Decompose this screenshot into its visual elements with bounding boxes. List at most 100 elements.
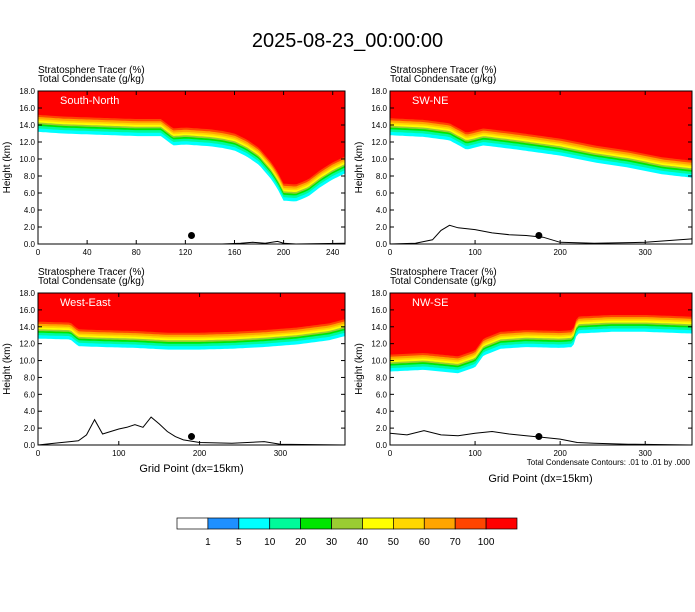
colorbar-label: 100 bbox=[478, 537, 495, 548]
y-tick-label: 10.0 bbox=[371, 357, 387, 366]
tracer-fill-layers bbox=[38, 293, 345, 445]
x-tick-label: 0 bbox=[388, 449, 393, 458]
y-tick-label: 8.0 bbox=[24, 373, 36, 382]
y-tick-label: 10.0 bbox=[371, 155, 387, 164]
x-tick-label: 100 bbox=[468, 449, 482, 458]
y-tick-label: 14.0 bbox=[371, 323, 387, 332]
y-tick-label: 6.0 bbox=[376, 189, 388, 198]
colorbar-label: 40 bbox=[357, 537, 369, 548]
y-tick-label: 18.0 bbox=[19, 87, 35, 96]
panel-name: South-North bbox=[60, 95, 119, 107]
terrain-line bbox=[390, 430, 692, 445]
y-axis-label: Height (km) bbox=[354, 343, 365, 395]
colorbar-swatch bbox=[331, 517, 363, 530]
y-tick-label: 16.0 bbox=[19, 306, 35, 315]
tracer-band-0 bbox=[38, 91, 345, 185]
location-marker bbox=[535, 232, 543, 239]
colorbar-swatch bbox=[393, 517, 425, 530]
x-tick-label: 200 bbox=[277, 248, 291, 257]
y-tick-label: 4.0 bbox=[376, 206, 388, 215]
tracer-fill-layers bbox=[390, 293, 692, 445]
panel-header-tracer: Stratosphere Tracer (%) bbox=[38, 267, 145, 278]
y-tick-label: 4.0 bbox=[376, 407, 388, 416]
plot-frame bbox=[389, 90, 693, 245]
colorbar-swatch bbox=[454, 517, 487, 530]
x-tick-label: 40 bbox=[83, 248, 92, 257]
x-tick-label: 100 bbox=[112, 449, 126, 458]
y-tick-label: 2.0 bbox=[24, 424, 36, 433]
colorbar: 1 5 10 20 30 40 50 60 70 100 bbox=[176, 517, 518, 548]
tracer-band-0 bbox=[38, 293, 345, 333]
panel-name: NW-SE bbox=[412, 297, 448, 309]
location-marker bbox=[535, 433, 543, 441]
y-tick-label: 6.0 bbox=[376, 390, 388, 399]
panel-header-condensate: Total Condensate (g/kg) bbox=[390, 74, 496, 85]
x-tick-label: 80 bbox=[132, 248, 141, 257]
colorbar-label: 60 bbox=[419, 537, 431, 548]
panel-header-tracer: Stratosphere Tracer (%) bbox=[390, 267, 497, 278]
y-tick-label: 6.0 bbox=[24, 390, 36, 399]
x-tick-label: 240 bbox=[326, 248, 340, 257]
x-tick-label: 0 bbox=[388, 248, 393, 257]
y-tick-label: 4.0 bbox=[24, 407, 36, 416]
terrain-line bbox=[38, 416, 345, 445]
y-tick-label: 12.0 bbox=[371, 340, 387, 349]
y-tick-label: 2.0 bbox=[376, 223, 388, 232]
colorbar-label: 20 bbox=[295, 537, 307, 548]
x-tick-label: 160 bbox=[228, 248, 242, 257]
x-tick-label: 300 bbox=[274, 449, 288, 458]
y-axis-label: Height (km) bbox=[2, 142, 13, 194]
y-tick-label: 2.0 bbox=[376, 424, 388, 433]
panel-header-condensate: Total Condensate (g/kg) bbox=[38, 74, 144, 85]
colorbar-label: 50 bbox=[388, 537, 400, 548]
x-tick-label: 200 bbox=[193, 449, 207, 458]
figure-title: 2025-08-23_00:00:00 bbox=[251, 30, 444, 52]
x-axis-label-left: Grid Point (dx=15km) bbox=[139, 463, 243, 475]
tracer-band-0 bbox=[390, 91, 692, 161]
colorbar-swatch bbox=[207, 517, 240, 530]
y-tick-label: 16.0 bbox=[371, 104, 387, 113]
chart-panel-sw-ne: Stratosphere Tracer (%)Total Condensate … bbox=[354, 65, 693, 257]
colorbar-label: 1 bbox=[205, 537, 211, 548]
colorbar-label: 5 bbox=[236, 537, 242, 548]
colorbar-label: 70 bbox=[450, 537, 462, 548]
y-tick-label: 16.0 bbox=[19, 104, 35, 113]
colorbar-swatch bbox=[423, 517, 456, 530]
colorbar-swatch bbox=[176, 517, 209, 530]
y-tick-label: 12.0 bbox=[19, 340, 35, 349]
colorbar-label: 10 bbox=[264, 537, 276, 548]
y-axis-label: Height (km) bbox=[2, 343, 13, 395]
terrain-line bbox=[390, 224, 692, 244]
panel-header-condensate: Total Condensate (g/kg) bbox=[390, 276, 496, 287]
colorbar-swatch bbox=[238, 517, 271, 530]
y-tick-label: 2.0 bbox=[24, 223, 36, 232]
location-marker bbox=[188, 433, 195, 441]
colorbar-swatch bbox=[300, 517, 332, 530]
y-tick-label: 14.0 bbox=[371, 121, 387, 130]
y-tick-label: 18.0 bbox=[19, 289, 35, 298]
panel-header-tracer: Stratosphere Tracer (%) bbox=[38, 65, 145, 76]
plot-frame bbox=[37, 90, 346, 245]
y-tick-label: 10.0 bbox=[19, 357, 35, 366]
y-tick-label: 12.0 bbox=[19, 138, 35, 147]
x-tick-label: 300 bbox=[639, 248, 653, 257]
chart-panel-west-east: Stratosphere Tracer (%)Total Condensate … bbox=[2, 267, 346, 458]
tracer-band-0 bbox=[390, 293, 692, 357]
x-tick-label: 200 bbox=[553, 248, 567, 257]
y-tick-label: 8.0 bbox=[376, 373, 388, 382]
y-tick-label: 4.0 bbox=[24, 206, 36, 215]
chart-panel-south-north: Stratosphere Tracer (%)Total Condensate … bbox=[2, 65, 346, 257]
colorbar-swatch bbox=[485, 517, 518, 530]
panel-name: SW-NE bbox=[412, 95, 448, 107]
x-tick-label: 0 bbox=[36, 248, 41, 257]
panel-header-condensate: Total Condensate (g/kg) bbox=[38, 276, 144, 287]
plot-frame bbox=[37, 292, 346, 446]
y-tick-label: 10.0 bbox=[19, 155, 35, 164]
y-tick-label: 0.0 bbox=[24, 441, 36, 450]
y-tick-label: 18.0 bbox=[371, 87, 387, 96]
chart-panel-nw-se: Stratosphere Tracer (%)Total Condensate … bbox=[354, 267, 693, 458]
x-tick-label: 300 bbox=[639, 449, 653, 458]
y-tick-label: 8.0 bbox=[24, 172, 36, 181]
x-tick-label: 0 bbox=[36, 449, 41, 458]
